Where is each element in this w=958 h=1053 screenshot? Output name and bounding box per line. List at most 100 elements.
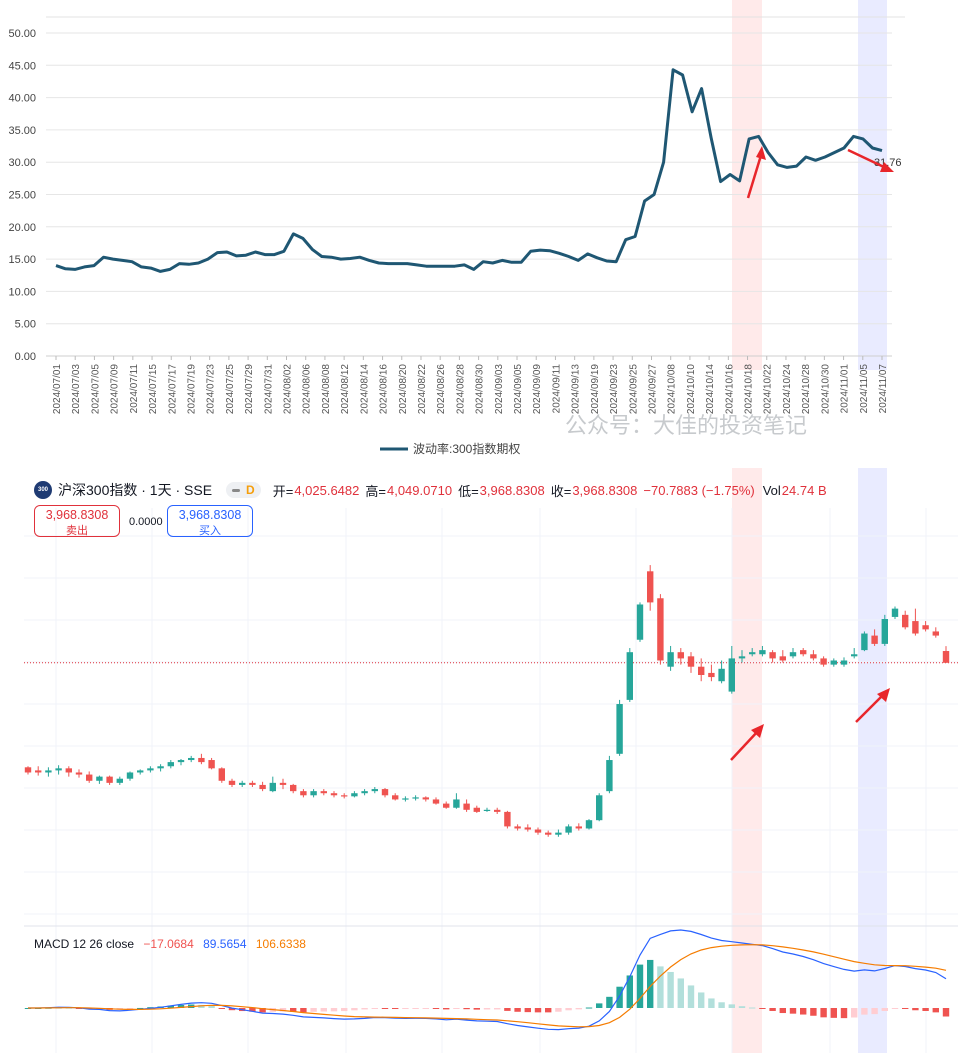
candle [494, 807, 501, 814]
macd-hist-bar [381, 1008, 389, 1009]
x-tick-label: 2024/08/02 [283, 364, 294, 414]
x-tick-label: 2024/10/08 [667, 364, 678, 414]
volume-value: 24.74 B [781, 482, 827, 498]
macd-hist-bar [402, 1008, 409, 1009]
macd-hist-bar [779, 1008, 786, 1014]
macd-hist-bar [249, 1008, 256, 1012]
symbol-header: 300 沪深300指数 · 1天 · SSE D 开= 4,025.6482 高=… [34, 478, 833, 502]
candle [188, 755, 195, 763]
macd-hist-bar [483, 1008, 491, 1010]
candle [483, 807, 491, 812]
x-tick-label: 2024/10/16 [724, 364, 735, 414]
interval-badge[interactable]: D [226, 482, 261, 498]
candle [371, 787, 378, 794]
candle [708, 664, 715, 682]
macd-hist-bar [167, 1005, 174, 1008]
x-tick-label: 2024/07/19 [186, 364, 197, 414]
macd-hist-bar [647, 959, 654, 1008]
candle [259, 781, 266, 792]
x-tick-label: 2024/08/08 [321, 364, 332, 414]
macd-hist-bar [310, 1008, 317, 1012]
candle [871, 629, 878, 646]
x-tick-label: 2024/08/16 [379, 364, 390, 414]
candle [269, 776, 276, 793]
candle [381, 788, 389, 798]
y-tick-label: 5.00 [15, 319, 36, 331]
candle [942, 646, 950, 663]
macd-hist-bar [147, 1007, 154, 1009]
macd-hist-bar [137, 1007, 144, 1009]
macd-hist-bar [708, 998, 715, 1008]
x-tick-label: 2024/07/25 [225, 364, 236, 414]
candle [789, 648, 797, 659]
candle [534, 827, 542, 835]
symbol-logo: 300 [34, 481, 52, 499]
macd-hist-bar [749, 1007, 756, 1009]
volatility-line-chart: 0.00 5.00 10.00 15.00 20.00 25.00 30.00 35.00 40… [8, 0, 905, 456]
macd-hist-bar [789, 1008, 797, 1014]
candle [616, 699, 623, 756]
red-arrow-1 [746, 146, 766, 199]
candle [524, 824, 531, 832]
macd-hist-bar [392, 1008, 399, 1009]
macd-hist-bar [208, 1006, 215, 1008]
macd-hist-bar [912, 1008, 919, 1011]
candle [24, 766, 32, 775]
candle [208, 757, 215, 770]
x-tick-label: 2024/09/11 [551, 364, 562, 414]
macd-hist-bar [259, 1008, 266, 1013]
x-tick-label: 2024/10/30 [820, 364, 831, 414]
candle [75, 769, 83, 778]
y-tick-label: 10.00 [8, 286, 36, 298]
candle [228, 778, 236, 787]
macd-hist-bar [738, 1006, 746, 1008]
y-tick-label: 45.00 [8, 60, 36, 72]
macd-hist-bar [412, 1008, 419, 1009]
candle [392, 793, 399, 801]
y-tick-label: 20.00 [8, 222, 36, 234]
macd-hist-bar [932, 1008, 939, 1013]
x-tick-label: 2024/11/01 [840, 364, 851, 414]
high-value: 4,049.0710 [386, 482, 453, 498]
candle [361, 789, 368, 796]
macd-hist-bar [728, 1004, 735, 1008]
candle [585, 819, 593, 830]
candle [800, 648, 807, 657]
x-tick-label: 2024/07/31 [263, 364, 274, 414]
macd-hist-bar [759, 1008, 766, 1009]
macd-hist-bar [667, 971, 674, 1008]
y-tick-label: 40.00 [8, 93, 36, 105]
x-tick-label: 2024/07/29 [244, 364, 255, 414]
buy-button[interactable]: 3,968.8308 买入 [167, 505, 253, 537]
x-tick-label: 2024/09/13 [571, 364, 582, 414]
macd-hist-bar [800, 1008, 807, 1015]
macd-title[interactable]: MACD 12 26 close [34, 937, 135, 951]
candle [402, 796, 409, 802]
candle [922, 621, 929, 632]
x-tick-label: 2024/08/20 [398, 364, 409, 414]
candle [667, 645, 674, 671]
symbol-title[interactable]: 沪深300指数 · 1天 · SSE [58, 482, 213, 498]
highlight-band-red [732, 0, 762, 370]
candle [86, 771, 93, 783]
macd-hist-bar [320, 1008, 327, 1012]
macd-hist-bar [351, 1008, 358, 1011]
candle [422, 796, 429, 802]
candle [932, 627, 939, 638]
x-tick-label: 2024/09/19 [590, 364, 601, 414]
candle [891, 606, 899, 619]
candle [759, 645, 766, 657]
sell-button[interactable]: 3,968.8308 卖出 [34, 505, 120, 537]
x-tick-label: 2024/08/26 [436, 364, 447, 414]
macd-hist-bar [290, 1008, 297, 1012]
candle [687, 652, 695, 673]
candle [310, 789, 317, 798]
candle [504, 810, 511, 829]
macd-hist-bar [891, 1008, 899, 1009]
x-tick-label: 2024/07/03 [71, 364, 82, 414]
macd-hist-bar [473, 1008, 480, 1010]
macd-hist-bar [453, 1008, 460, 1009]
highlight-band-blue [858, 0, 887, 370]
candle [555, 829, 562, 837]
macd-hist-bar [840, 1008, 848, 1019]
